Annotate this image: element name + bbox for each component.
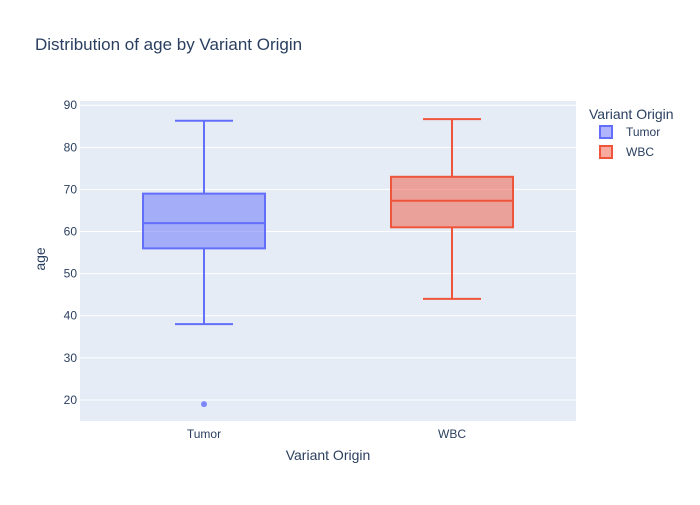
x-tick-label: Tumor xyxy=(187,427,221,441)
box-series-layer xyxy=(142,118,514,408)
x-tick-label: WBC xyxy=(438,427,466,441)
legend-swatch xyxy=(599,145,613,159)
y-tick-label: 70 xyxy=(64,182,78,196)
y-tick-label: 40 xyxy=(64,309,78,323)
legend-swatch xyxy=(599,125,613,139)
x-axis-ticks: Tumor WBC xyxy=(187,427,466,441)
box-series-tumor[interactable] xyxy=(142,119,266,408)
outlier-point[interactable] xyxy=(201,401,207,408)
y-axis-title: age xyxy=(32,247,48,271)
x-axis-title: Variant Origin xyxy=(286,447,371,463)
y-tick-label: 20 xyxy=(64,393,78,407)
legend-label: Tumor xyxy=(626,125,660,139)
box-series-wbc[interactable] xyxy=(390,118,514,300)
chart-title: Distribution of age by Variant Origin xyxy=(35,35,302,54)
y-tick-label: 60 xyxy=(64,225,78,239)
legend-title: Variant Origin xyxy=(589,106,674,122)
legend-item-wbc[interactable]: WBC xyxy=(599,145,654,159)
plot-area xyxy=(80,101,576,421)
iqr-box[interactable] xyxy=(390,175,514,229)
y-tick-label: 90 xyxy=(64,98,78,112)
y-axis-ticks: 20 30 40 50 60 70 80 90 xyxy=(64,98,78,407)
iqr-box[interactable] xyxy=(142,192,266,250)
y-tick-label: 50 xyxy=(64,267,78,281)
legend-label: WBC xyxy=(626,145,654,159)
legend[interactable]: Variant Origin Tumor WBC xyxy=(589,106,674,159)
y-tick-label: 30 xyxy=(64,351,78,365)
legend-item-tumor[interactable]: Tumor xyxy=(599,125,660,139)
y-tick-label: 80 xyxy=(64,140,78,154)
